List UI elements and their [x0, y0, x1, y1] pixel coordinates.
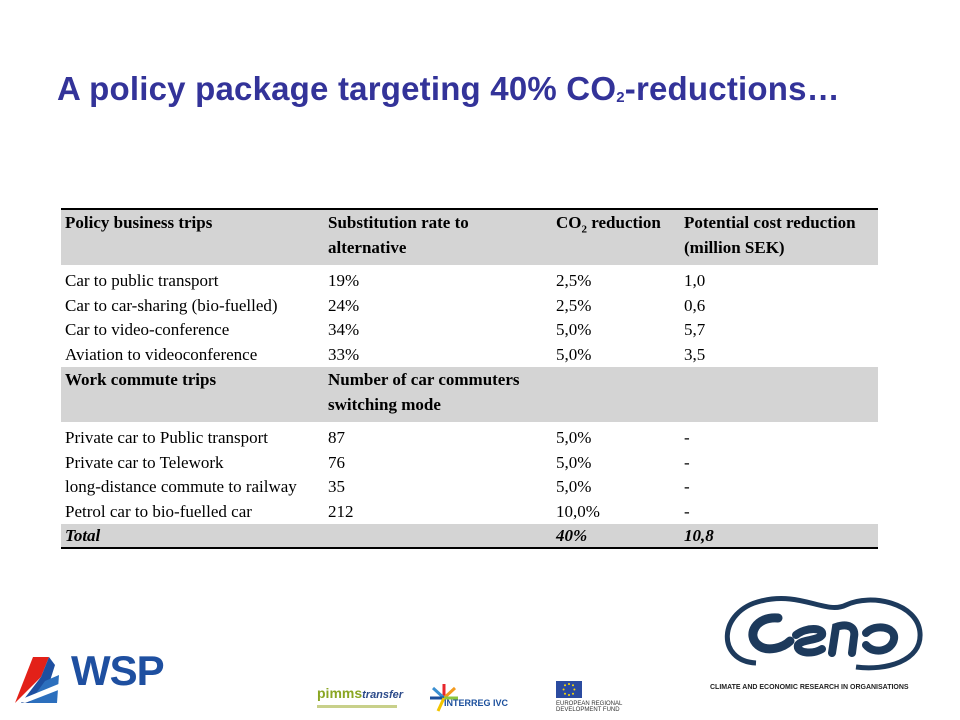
cero-logo: CLIMATE AND ECONOMIC RESEARCH IN ORGANIS…: [706, 583, 938, 701]
page-title: A policy package targeting 40% CO2-reduc…: [57, 70, 840, 107]
wsp-mark-icon: [15, 657, 61, 703]
table-row: Car to car-sharing (bio-fuelled) 24% 2,5% 0…: [65, 295, 706, 315]
header-cost-reduction: Potential cost reduction (million SEK): [680, 208, 878, 265]
header-substitution-rate: Substitution rate to alternative: [324, 208, 552, 265]
table-row: Car to video-conference 34% 5,0% 5,7: [65, 320, 706, 339]
total-cost: 10,8: [680, 524, 878, 549]
header-work-commute: Work commute trips: [61, 367, 324, 422]
table-row: Aviation to videoconference 33% 5,0% 3,5: [65, 344, 706, 364]
header-co2-reduction: CO2 reduction: [552, 208, 680, 265]
table-row: long-distance commute to railway 35 5,0% -: [65, 477, 690, 496]
total-label: Total: [61, 524, 324, 549]
table-row: Private car to Telework 76 5,0% -: [65, 452, 690, 472]
wsp-wordmark: WSP: [71, 647, 165, 694]
interreg-star-icon: [430, 684, 458, 712]
interreg-label: INTERREG IVC: [444, 698, 509, 708]
table-header-commute: Work commute trips Number of car commute…: [61, 367, 878, 422]
table-row: Car to public transport 19% 2,5% 1,0: [65, 271, 706, 290]
table-header-business: Policy business trips Substitution rate …: [61, 208, 878, 265]
header-policy-business: Policy business trips: [61, 208, 324, 265]
policy-table: Policy business trips Substitution rate …: [61, 208, 878, 549]
table-row: Petrol car to bio-fuelled car 212 10,0% -: [65, 501, 690, 521]
header-car-commuters: Number of car commuters switching mode: [324, 367, 552, 422]
cero-mark-icon: [724, 596, 923, 671]
total-co2: 40%: [552, 524, 680, 549]
table-total-row: Total 40% 10,8: [61, 524, 878, 549]
pimms-transfer-logo: pimmstransfer: [317, 685, 403, 708]
cero-caption: CLIMATE AND ECONOMIC RESEARCH IN ORGANIS…: [710, 684, 909, 691]
eu-fund-logo: EUROPEAN REGIONAL DEVELOPMENT FUND: [556, 681, 622, 713]
table-row: Private car to Public transport 87 5,0% -: [65, 428, 690, 447]
eu-flag-icon: [556, 681, 582, 698]
wsp-logo: WSP: [15, 647, 175, 705]
